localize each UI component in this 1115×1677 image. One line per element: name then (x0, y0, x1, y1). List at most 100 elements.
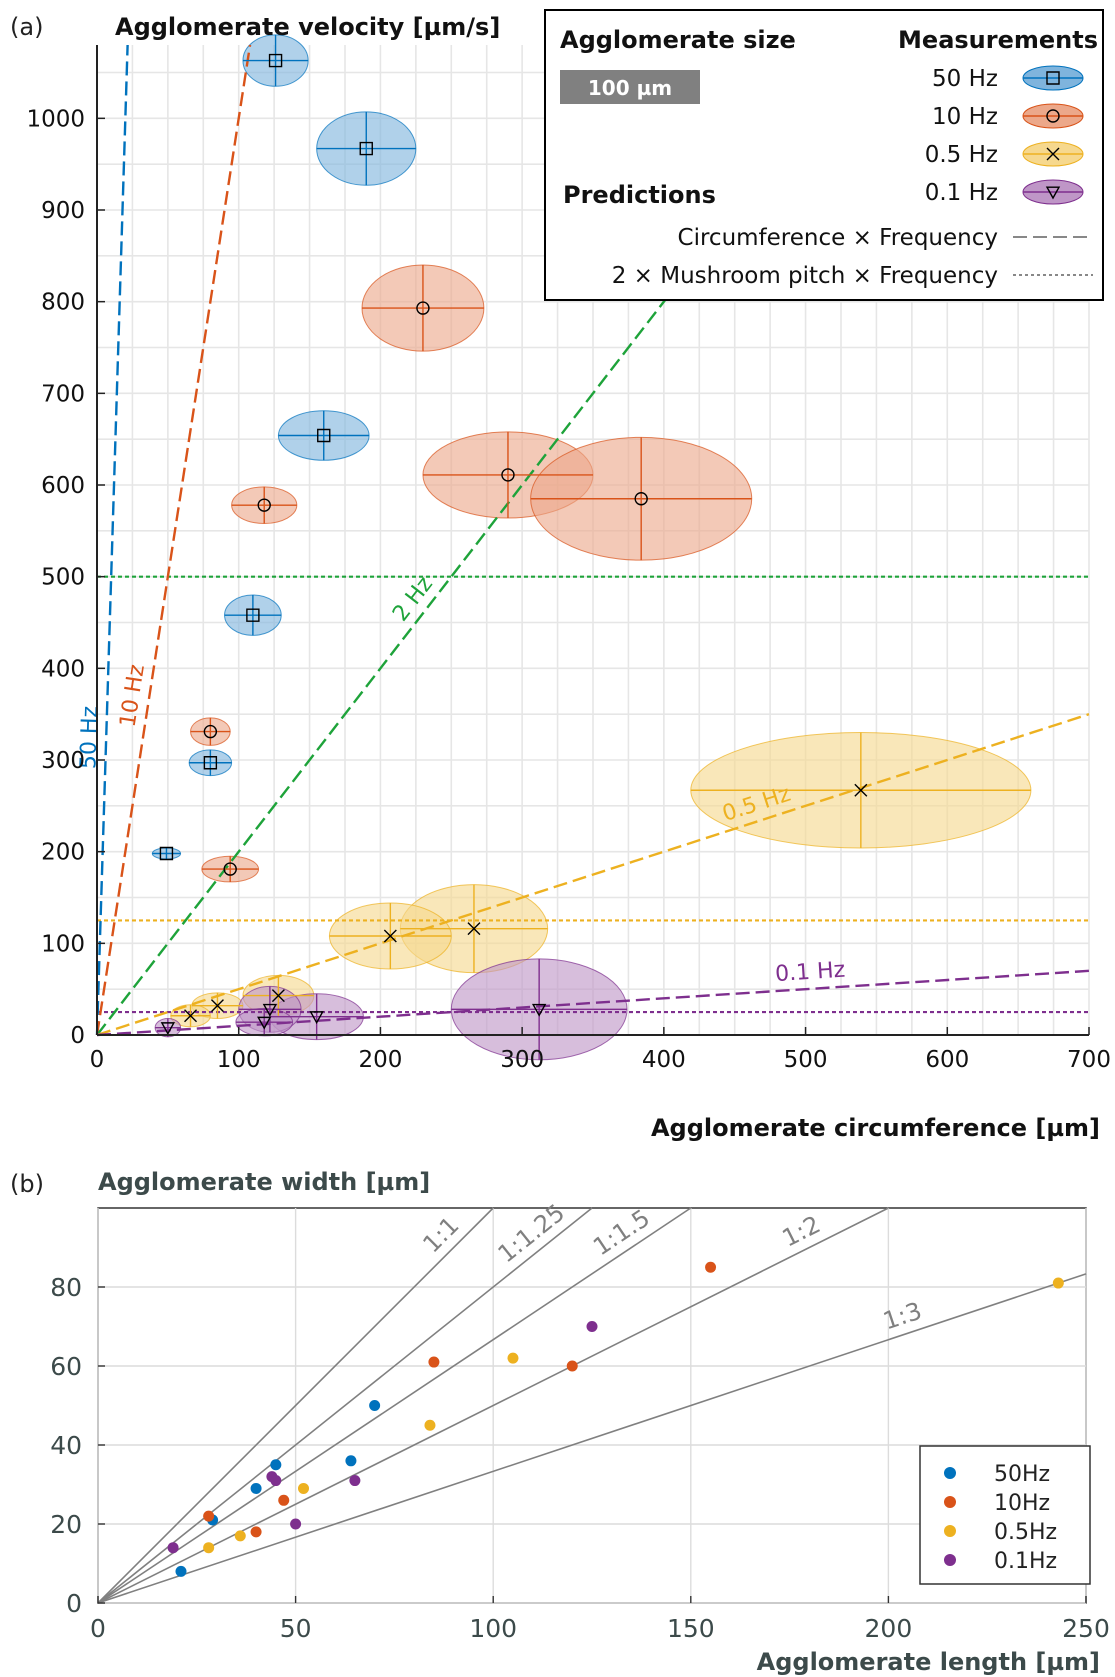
marker-square-3 (246, 608, 260, 622)
legend-measurements-title: Measurements (898, 26, 1098, 54)
ratio-line-2 (97, 1207, 692, 1604)
prediction-line-3 (96, 713, 1090, 1037)
legend-dot-3 (944, 1554, 956, 1566)
x-tick-label: 200 (865, 1614, 913, 1643)
marker-circle-5 (223, 862, 237, 876)
legend-box (544, 9, 1104, 301)
ratio-line-1 (97, 1207, 593, 1604)
marker-x-3 (271, 989, 285, 1003)
legend-marker-0 (1046, 71, 1060, 85)
marker-x-1 (467, 922, 481, 936)
marker-circle-0 (416, 301, 430, 315)
prediction-line-label-0: 50 Hz (76, 706, 103, 770)
x-tick-label: 50 (280, 1614, 312, 1643)
y-tick-label: 100 (41, 931, 85, 957)
legend-predictions-title: Predictions (563, 181, 716, 209)
x-tick-label: 0 (90, 1047, 105, 1073)
legend-size-bar-label: 100 µm (588, 76, 672, 100)
marker-x-4 (210, 999, 224, 1013)
panel-a-label: (a) (10, 13, 43, 41)
marker-triangle-down-3 (257, 1016, 272, 1030)
point-0.1Hz-3 (290, 1518, 302, 1530)
x-tick-label: 400 (642, 1047, 686, 1073)
x-tick-label: 150 (667, 1614, 715, 1643)
y-tick-label: 700 (41, 381, 85, 407)
ratio-line-4 (97, 1273, 1087, 1604)
marker-circle-3 (257, 498, 271, 512)
legend-label-2: 0.5Hz (994, 1520, 1057, 1545)
x-tick-label: 200 (358, 1047, 402, 1073)
x-tick-label: 700 (1067, 1047, 1111, 1073)
point-0.5Hz-5 (1052, 1277, 1064, 1289)
legend-pitch-line-label: 2 × Mushroom pitch × Frequency (612, 263, 998, 289)
legend-label-0: 50Hz (994, 1462, 1050, 1487)
marker-x-5 (184, 1009, 198, 1023)
legend-series-label-1: 10 Hz (932, 104, 998, 130)
marker-square-4 (203, 756, 218, 770)
marker-square-0 (268, 53, 283, 68)
marker-circle-4 (203, 724, 218, 739)
point-0.5Hz-2 (298, 1482, 310, 1494)
legend-series-label-2: 0.5 Hz (925, 142, 998, 168)
ratio-line-3 (97, 1207, 889, 1604)
marker-triangle-down-4 (160, 1022, 176, 1036)
panel-a-ylabel: Agglomerate velocity [µm/s] (115, 13, 500, 41)
legend-label-3: 0.1Hz (994, 1549, 1057, 1574)
x-tick-label: 100 (469, 1614, 517, 1643)
point-0.5Hz-3 (424, 1419, 436, 1431)
y-tick-label: 20 (50, 1510, 82, 1539)
x-tick-label: 100 (217, 1047, 261, 1073)
x-tick-label: 0 (90, 1614, 106, 1643)
y-tick-label: 1000 (26, 106, 85, 132)
panel-b-xlabel: Agglomerate length [µm] (757, 1648, 1100, 1676)
point-0.5Hz-1 (234, 1530, 246, 1542)
y-tick-label: 400 (41, 656, 85, 682)
point-50Hz-4 (345, 1455, 357, 1467)
panel-a-axes: 0 100 200 300 400 500 600 700 0 100 200 300 400 500 60… (26, 45, 1111, 1073)
marker-square-5 (159, 846, 174, 861)
point-0.5Hz-0 (203, 1542, 215, 1554)
x-tick-label: 600 (925, 1047, 969, 1073)
point-0.1Hz-0 (167, 1542, 179, 1554)
point-50Hz-2 (250, 1482, 262, 1494)
point-0.1Hz-2 (270, 1475, 282, 1487)
marker-square-1 (359, 141, 373, 156)
legend-label-1: 10Hz (994, 1491, 1050, 1516)
y-tick-label: 900 (41, 198, 85, 224)
y-tick-label: 60 (50, 1352, 82, 1381)
legend-dot-0 (944, 1467, 956, 1479)
panel-b-points (167, 1261, 1064, 1577)
marker-circle-2 (634, 492, 648, 506)
y-tick-label: 500 (41, 565, 85, 591)
point-50Hz-3 (270, 1459, 282, 1471)
legend-dot-2 (944, 1525, 956, 1537)
panel-b-axes: 0 50 100 150 200 250 0 20 40 60 80 (50, 1273, 1110, 1643)
marker-x-0 (854, 783, 868, 797)
legend-dot-1 (944, 1496, 956, 1508)
legend-circumference-line-label: Circumference × Frequency (678, 225, 998, 251)
point-50Hz-0 (175, 1565, 187, 1577)
panel-b-legend: 50Hz 10Hz 0.5Hz 0.1Hz (919, 1445, 1091, 1585)
panel-b-chart: 1:1 1:1.25 1:1.5 1:21:3 0 50 100 150 200 2500204… (50, 1168, 1110, 1676)
legend-size-bar (560, 70, 700, 104)
panel-b-label: (b) (10, 1170, 44, 1198)
panel-a-legend: Agglomerate size 100 µm Measurements Pre… (544, 9, 1104, 301)
legend-series-label-3: 0.1 Hz (925, 180, 998, 206)
x-tick-label: 250 (1062, 1614, 1110, 1643)
legend-series-label-0: 50 Hz (932, 66, 998, 92)
point-10Hz-1 (250, 1526, 262, 1538)
legend-marker-2 (1046, 147, 1060, 161)
marker-triangle-down-0 (531, 1003, 547, 1017)
point-0.5Hz-4 (507, 1352, 519, 1364)
y-tick-label: 800 (41, 290, 85, 316)
marker-circle-1 (501, 468, 515, 482)
x-tick-label: 300 (500, 1047, 544, 1073)
y-tick-label: 200 (41, 840, 85, 866)
legend-size-title: Agglomerate size (560, 26, 796, 54)
legend-marker-1 (1046, 109, 1060, 123)
point-10Hz-4 (566, 1360, 578, 1372)
point-10Hz-0 (203, 1510, 215, 1522)
point-0.1Hz-4 (349, 1475, 361, 1487)
prediction-line-1 (95, 44, 252, 1036)
